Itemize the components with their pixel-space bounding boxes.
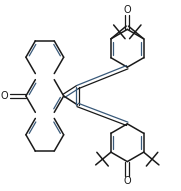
Text: O: O	[123, 5, 131, 15]
Text: O: O	[0, 91, 8, 101]
Text: O: O	[123, 176, 131, 186]
